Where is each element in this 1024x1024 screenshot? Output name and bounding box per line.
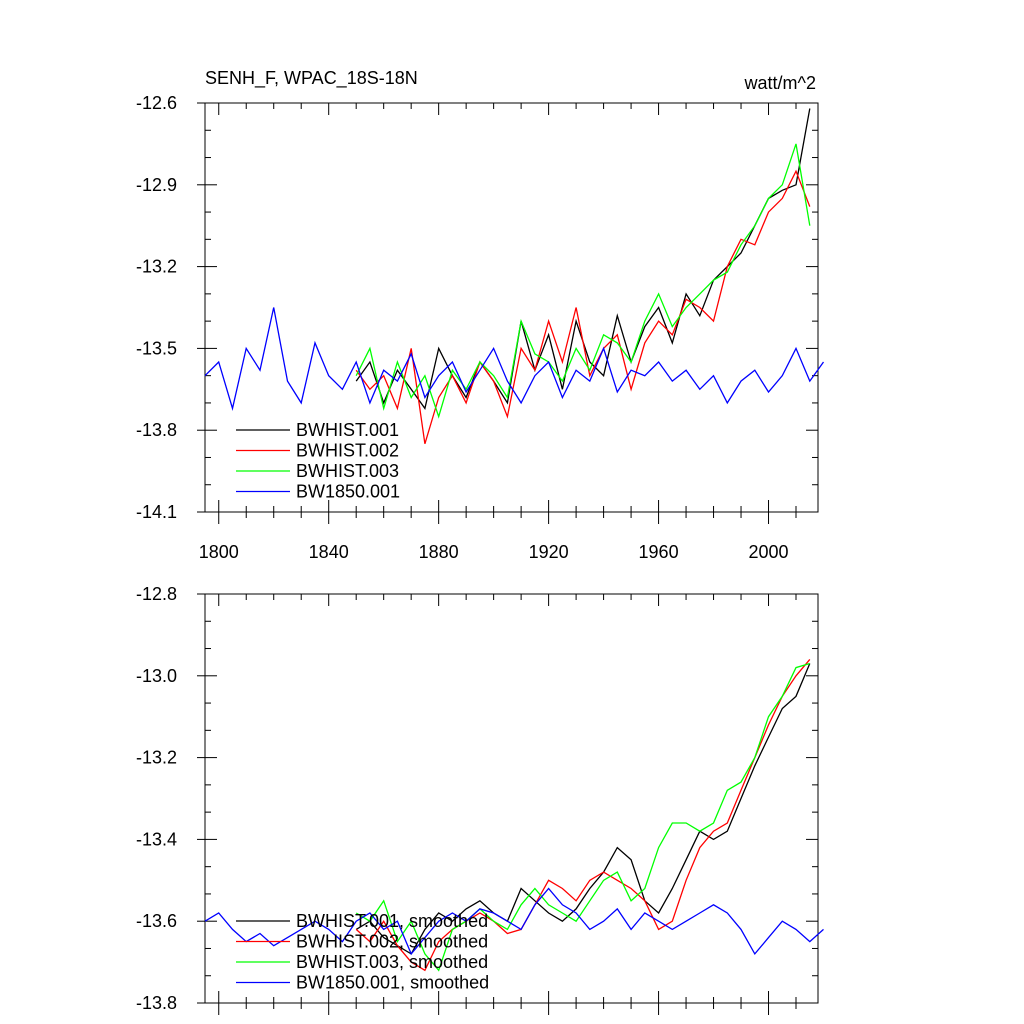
series-line-2 <box>355 143 811 419</box>
y-tick-label: -13.6 <box>136 911 177 931</box>
legend-label: BW1850.001 <box>296 482 400 502</box>
y-tick-label: -12.8 <box>136 584 177 604</box>
y-tick-label: -13.5 <box>136 338 177 358</box>
x-tick-label: 1800 <box>199 542 239 562</box>
bottom-panel: -13.8 -13.6 -13.4 -13.2 -13.0 -12.8 BWHIST.001… <box>136 584 824 1015</box>
y-tick-label: -12.6 <box>136 93 177 113</box>
y-tick-label: -12.9 <box>136 175 177 195</box>
x-tick-label: 1880 <box>419 542 459 562</box>
legend-label: BWHIST.003, smoothed <box>296 952 488 972</box>
series-line-1 <box>355 658 811 972</box>
x-tick-label: 1960 <box>639 542 679 562</box>
y-tick-label: -13.2 <box>136 748 177 768</box>
legend-label: BWHIST.001 <box>296 420 399 440</box>
y-tick-label: -13.2 <box>136 257 177 277</box>
legend-label: BWHIST.001, smoothed <box>296 911 488 931</box>
series-line-3 <box>204 307 825 411</box>
series-line-0 <box>355 108 811 410</box>
legend-label: BW1850.001, smoothed <box>296 973 489 993</box>
legend-label: BWHIST.003 <box>296 461 399 481</box>
y-tick-label: -13.4 <box>136 829 177 849</box>
plot-frame <box>204 593 819 1004</box>
top-panel: SENH_F, WPAC_18S-18N watt/m^2 1800 1840 1880… <box>136 68 825 562</box>
legend-label: BWHIST.002, smoothed <box>296 932 488 952</box>
y-tick-label: -13.8 <box>136 420 177 440</box>
series-line-3 <box>204 887 824 956</box>
x-tick-label: 1920 <box>529 542 569 562</box>
series-line-1 <box>355 169 811 444</box>
plot-frame <box>204 102 819 513</box>
y-tick-label: -14.1 <box>136 502 177 522</box>
legend-label: BWHIST.002 <box>296 441 399 461</box>
chart-title: SENH_F, WPAC_18S-18N <box>205 68 418 89</box>
series-line-2 <box>355 662 810 972</box>
x-tick-label: 1840 <box>309 542 349 562</box>
units-label: watt/m^2 <box>744 73 816 93</box>
y-tick-label: -13.8 <box>136 993 177 1013</box>
y-tick-label: -13.0 <box>136 666 177 686</box>
x-tick-label: 2000 <box>748 542 788 562</box>
series-line-0 <box>355 663 811 955</box>
